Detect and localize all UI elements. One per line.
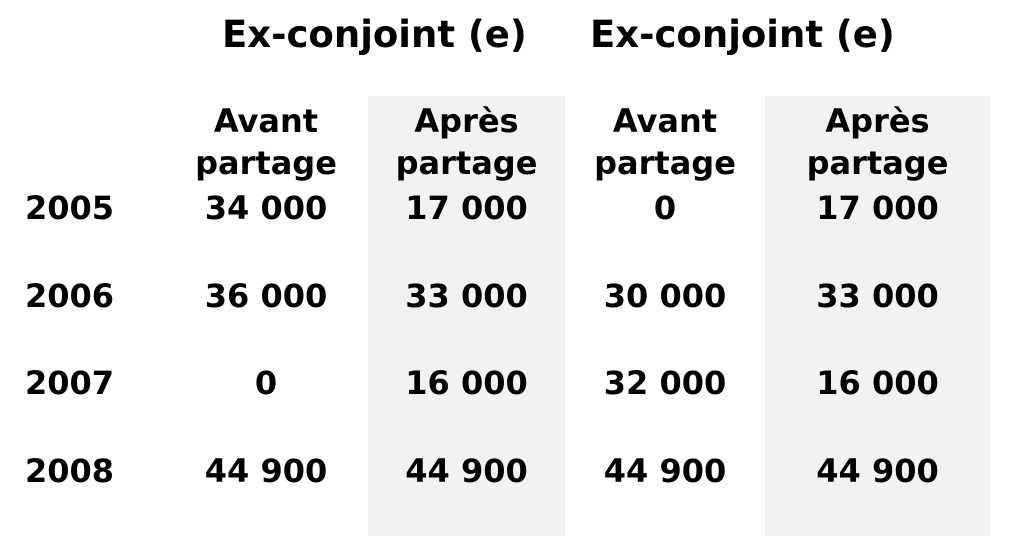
table-cell: 17 000 xyxy=(816,189,939,227)
table-cell: 34 000 xyxy=(204,189,328,227)
table-cell: 44 900 xyxy=(816,452,939,490)
table-cell: 16 000 xyxy=(405,364,528,402)
table-cell: 44 900 xyxy=(405,452,528,490)
subheader-line2: partage xyxy=(395,144,538,182)
row-year-2006: 2006 xyxy=(25,277,115,315)
table-cell: 32 000 xyxy=(603,364,727,402)
group-header-2: Ex-conjoint (e) xyxy=(590,13,895,56)
row-year-2007: 2007 xyxy=(25,364,115,402)
table-cell: 33 000 xyxy=(405,277,528,315)
subheader-line2: partage xyxy=(195,144,337,182)
table-cell: 0 xyxy=(653,189,677,227)
shaded-column-apres-2 xyxy=(765,96,990,536)
subheader-line2: partage xyxy=(594,144,736,182)
table-cell: 44 900 xyxy=(204,452,328,490)
shaded-column-apres-1 xyxy=(368,96,565,536)
subheader-apres-1: Après partage xyxy=(368,100,565,184)
table-cell: 33 000 xyxy=(816,277,939,315)
table-cell: 36 000 xyxy=(204,277,328,315)
subheader-line1: Avant xyxy=(213,102,319,140)
table-cell: 17 000 xyxy=(405,189,528,227)
subheader-avant-1: Avant partage xyxy=(168,100,364,184)
table-cell: 16 000 xyxy=(816,364,939,402)
subheader-apres-2: Après partage xyxy=(765,100,990,184)
row-year-2008: 2008 xyxy=(25,452,115,490)
table-cell: 44 900 xyxy=(603,452,727,490)
table-cell: 30 000 xyxy=(603,277,727,315)
subheader-line1: Après xyxy=(825,102,930,140)
subheader-avant-2: Avant partage xyxy=(566,100,764,184)
table-cell: 0 xyxy=(254,364,278,402)
group-header-1: Ex-conjoint (e) xyxy=(222,13,527,56)
subheader-line1: Avant xyxy=(612,102,718,140)
subheader-line1: Après xyxy=(414,102,519,140)
subheader-line2: partage xyxy=(806,144,949,182)
row-year-2005: 2005 xyxy=(25,189,115,227)
